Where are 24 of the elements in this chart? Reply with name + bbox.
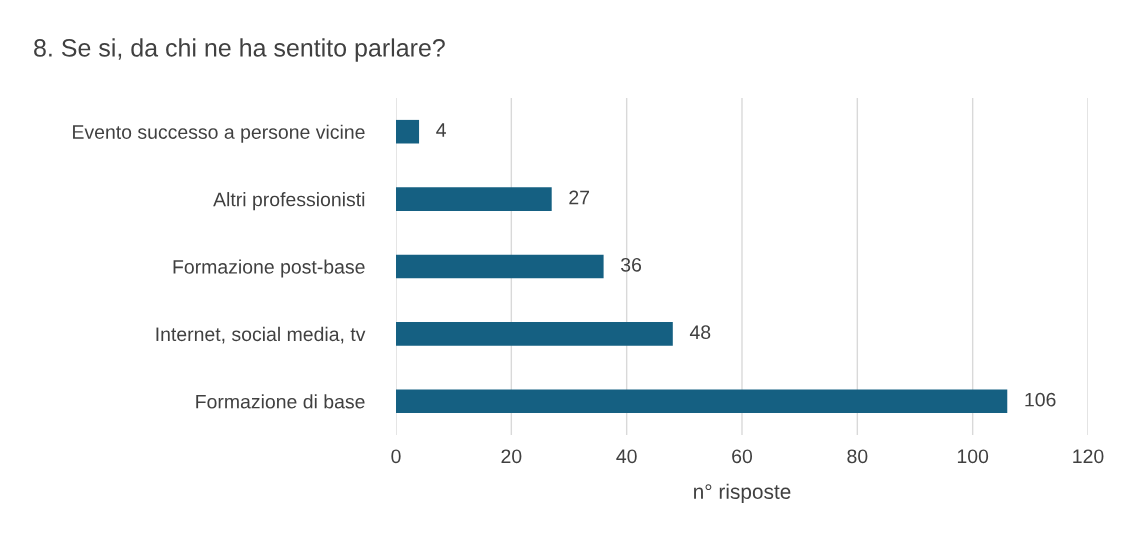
x-tick-label: 100 bbox=[957, 449, 989, 464]
x-tick-label: 20 bbox=[501, 449, 522, 464]
data-label: 36 bbox=[621, 257, 642, 272]
x-axis-title: n° risposte bbox=[694, 483, 791, 504]
y-tick-label: Formazione di base bbox=[196, 394, 365, 409]
x-tick-label: 80 bbox=[847, 449, 868, 464]
data-label: 106 bbox=[1025, 392, 1056, 407]
y-tick-label: Evento successo a persone vicine bbox=[73, 124, 365, 143]
x-tick-label: 60 bbox=[732, 449, 753, 464]
x-tick-label: 40 bbox=[616, 449, 637, 464]
bar bbox=[396, 187, 552, 211]
y-tick-label: Formazione post-base bbox=[173, 259, 365, 278]
y-tick-label: Altri professionisti bbox=[213, 192, 365, 211]
data-label: 27 bbox=[569, 190, 590, 205]
y-tick-label: Internet, social media, tv bbox=[156, 326, 366, 344]
bar bbox=[396, 322, 673, 346]
data-label: 4 bbox=[436, 123, 446, 137]
chart-title: 8. Se si, da chi ne ha sentito parlare? bbox=[34, 38, 445, 62]
bar bbox=[396, 254, 604, 279]
bar bbox=[396, 119, 420, 144]
data-label: 48 bbox=[689, 325, 711, 340]
x-tick-label: 120 bbox=[1073, 449, 1104, 464]
bar bbox=[396, 389, 1008, 414]
x-tick-label: 0 bbox=[391, 449, 401, 464]
